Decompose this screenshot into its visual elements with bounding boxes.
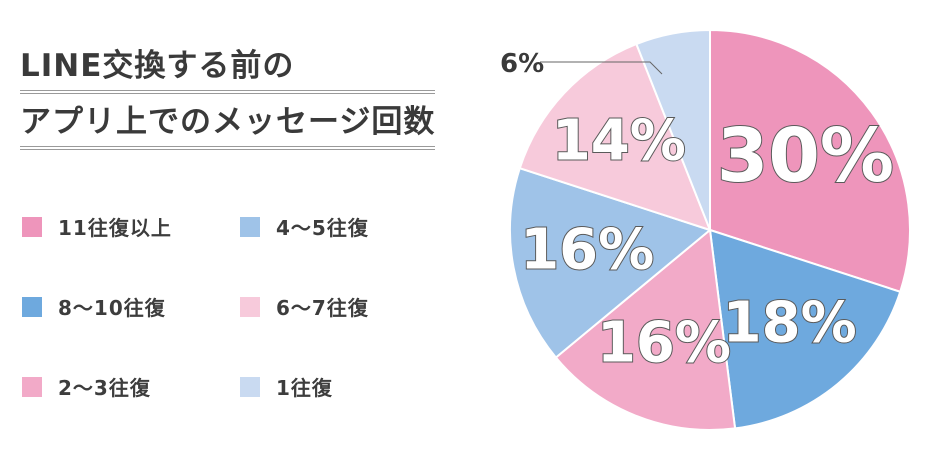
- legend-item-1: 1往復: [240, 372, 333, 401]
- pie-slice-3: [509, 166, 713, 359]
- slice-leader-line: [540, 61, 663, 75]
- legend-label: 8～10往復: [58, 296, 166, 320]
- legend-label: 1往復: [276, 376, 333, 400]
- legend-swatch: [22, 376, 42, 397]
- legend-item-6-7: 6～7往復: [240, 292, 369, 321]
- legend-label: 6～7往復: [276, 296, 369, 320]
- chart-title-line-1: LINE交換する前の: [20, 48, 436, 94]
- slice-label-4: 14%: [552, 109, 686, 174]
- legend-label: 2～3往復: [58, 376, 151, 400]
- legend-swatch: [240, 376, 260, 397]
- pie-slice-1: [708, 228, 902, 430]
- legend-item-11-plus: 11往復以上: [22, 212, 172, 241]
- legend-swatch: [240, 216, 260, 237]
- legend-swatch: [22, 216, 42, 237]
- chart-title: LINE交換する前の アプリ上でのメッセージ回数: [20, 48, 436, 160]
- legend-swatch: [240, 296, 260, 317]
- legend-label: 11往復以上: [58, 216, 172, 240]
- legend-item-4-5: 4～5往復: [240, 212, 369, 241]
- slice-label-0: 30%: [717, 113, 894, 199]
- pie-slice-5: [635, 28, 711, 231]
- slice-label-3: 16%: [520, 218, 654, 283]
- legend-label: 4～5往復: [276, 216, 369, 240]
- pie-slice-4: [518, 42, 712, 232]
- chart-title-line-2: アプリ上でのメッセージ回数: [20, 104, 436, 150]
- slice-label-1: 18%: [723, 290, 857, 355]
- slice-label-5: 6%: [500, 49, 544, 79]
- legend-item-8-10: 8～10往復: [22, 292, 166, 321]
- legend-item-2-3: 2～3往復: [22, 372, 151, 401]
- pie-slice-0: [709, 28, 911, 294]
- legend-swatch: [22, 296, 42, 317]
- slice-label-2: 16%: [597, 310, 731, 375]
- pie-slice-2: [554, 228, 737, 431]
